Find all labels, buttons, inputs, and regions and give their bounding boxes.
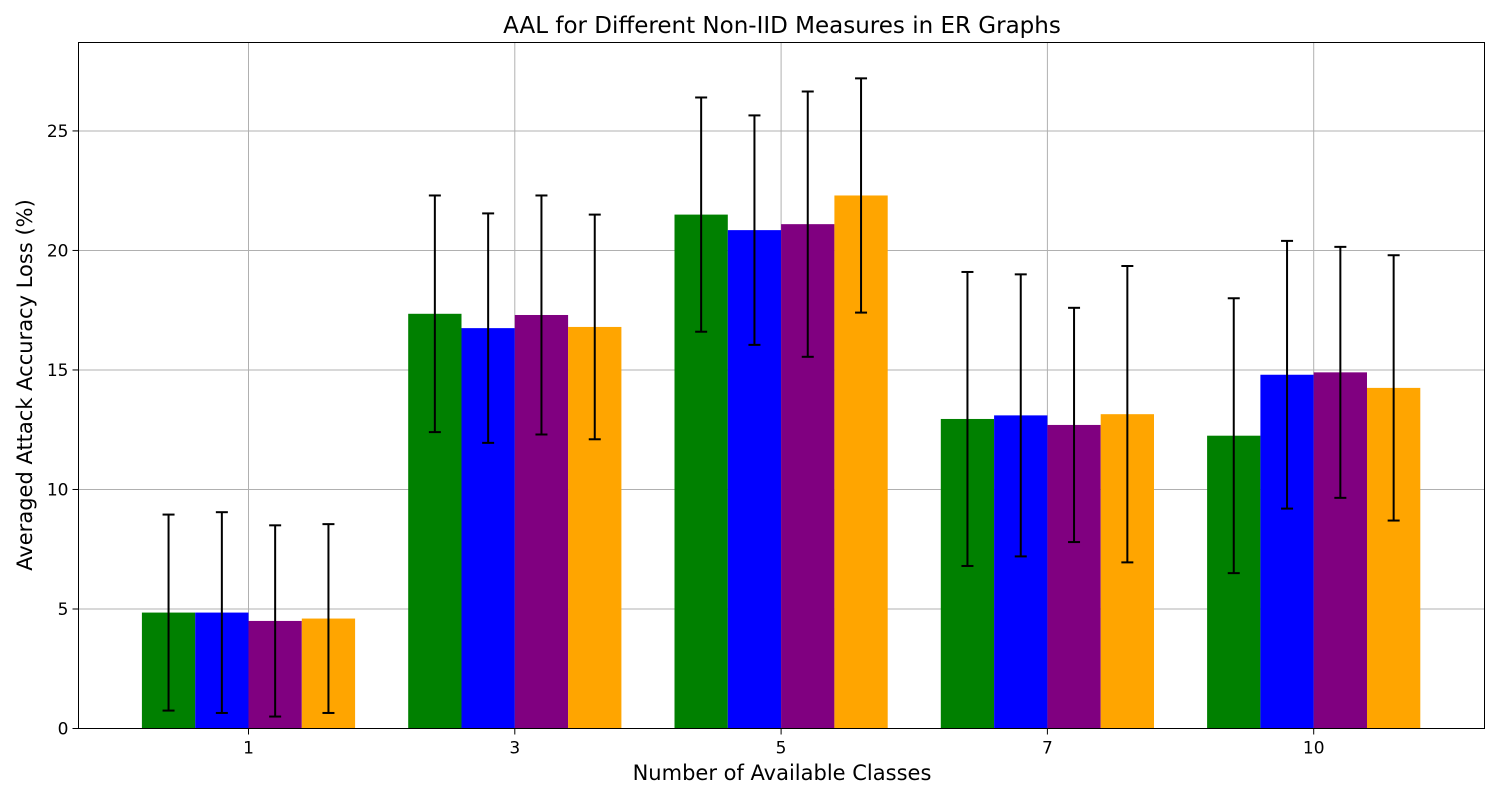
y-tick-label: 0 bbox=[58, 720, 69, 740]
x-tick-label: 5 bbox=[776, 739, 787, 759]
x-axis-label: Number of Available Classes bbox=[633, 761, 932, 785]
x-tick-label: 3 bbox=[509, 739, 520, 759]
y-tick-label: 10 bbox=[47, 480, 69, 500]
y-axis-label: Averaged Attack Accuracy Loss (%) bbox=[13, 199, 37, 571]
x-tick-label: 7 bbox=[1042, 739, 1053, 759]
y-tick-label: 20 bbox=[47, 241, 69, 261]
axis-ticks: 0 5 10 15 20 25 1 3 5 7 10 bbox=[47, 122, 1325, 759]
chart-title: AAL for Different Non-IID Measures in ER… bbox=[503, 13, 1061, 39]
y-tick-label: 5 bbox=[58, 600, 69, 620]
y-tick-label: 15 bbox=[47, 361, 69, 381]
x-tick-label: 10 bbox=[1303, 739, 1325, 759]
y-tick-label: 25 bbox=[47, 122, 69, 142]
x-tick-label: 1 bbox=[243, 739, 254, 759]
error-bars bbox=[162, 77, 1400, 718]
